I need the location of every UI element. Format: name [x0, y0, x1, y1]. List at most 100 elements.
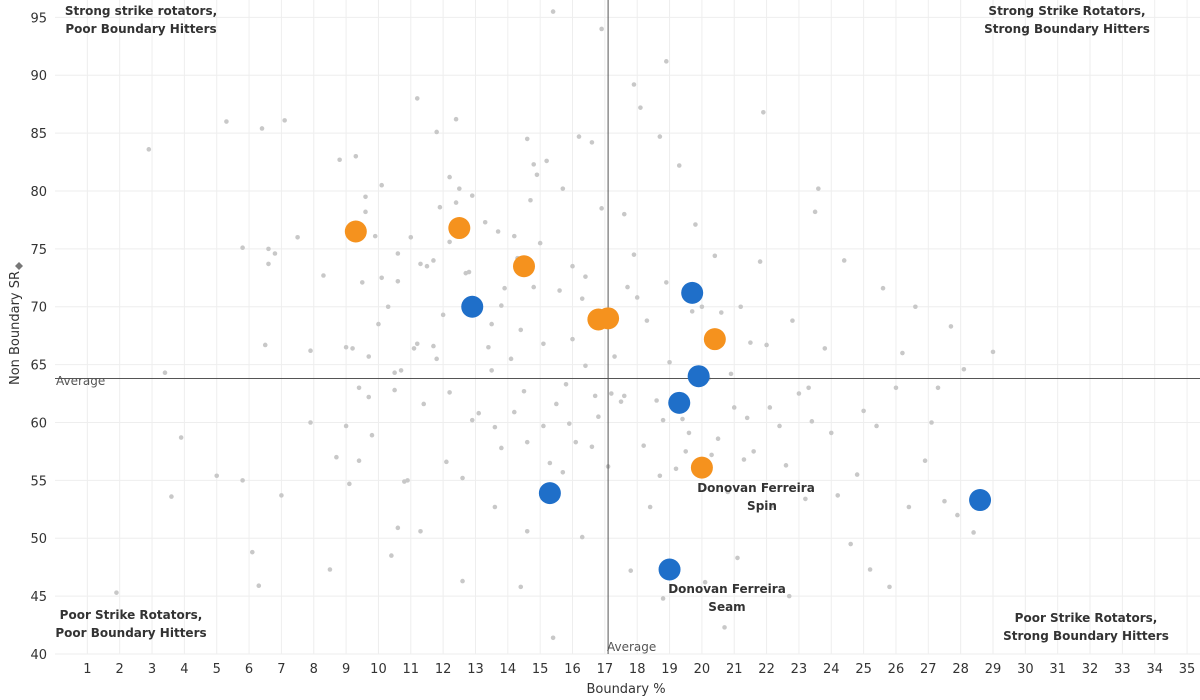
y-axis-title: Non Boundary SR — [8, 271, 23, 385]
background-point — [634, 295, 640, 300]
seam-point[interactable] — [687, 365, 710, 388]
background-point — [541, 423, 546, 429]
background-point — [786, 593, 792, 599]
background-point — [395, 525, 401, 531]
background-point — [654, 398, 659, 403]
background-point — [709, 452, 714, 458]
background-point — [431, 258, 436, 263]
spin-point[interactable] — [448, 217, 471, 240]
seam-point[interactable] — [461, 295, 484, 318]
background-point — [699, 304, 705, 310]
background-point — [599, 26, 604, 32]
background-point — [502, 285, 507, 291]
y-tick-label: 70 — [30, 301, 47, 316]
background-point — [414, 96, 420, 101]
background-point — [880, 285, 886, 291]
background-point — [169, 494, 174, 499]
background-point — [544, 158, 549, 164]
y-tick-label: 80 — [30, 185, 47, 200]
quadrant-label-bottom-right-line2: Strong Boundary Hitters — [1003, 629, 1169, 643]
spin-point[interactable] — [703, 328, 726, 351]
background-point — [631, 82, 637, 87]
background-point — [935, 385, 941, 391]
spin-point[interactable] — [597, 307, 620, 330]
x-tick-label: 16 — [564, 662, 581, 677]
background-point — [812, 209, 818, 215]
background-point — [806, 385, 811, 391]
background-point — [783, 463, 789, 468]
background-point — [178, 435, 184, 440]
background-point — [392, 370, 397, 376]
annotation-seam-name: Donovan Ferreira — [668, 582, 786, 596]
background-point — [848, 541, 853, 547]
background-point — [489, 321, 494, 327]
background-point — [356, 458, 362, 463]
background-point — [457, 186, 462, 191]
background-point — [777, 423, 782, 429]
sort-icon[interactable] — [15, 262, 23, 270]
background-point — [447, 239, 452, 245]
tick-labels: 1 2 3 4 5 6 7 8 9 10 11 12 13 14 15 16 17 18 19 20 21 22 23 24 2… — [30, 11, 1195, 677]
background-point — [476, 410, 482, 416]
x-tick-label: 28 — [952, 662, 969, 677]
background-point — [560, 186, 566, 191]
background-point — [453, 116, 459, 122]
background-point — [874, 423, 879, 429]
background-point — [524, 136, 530, 142]
background-point — [647, 504, 653, 510]
spin-point[interactable] — [344, 220, 367, 243]
seam-point[interactable] — [668, 391, 691, 414]
background-point — [353, 153, 359, 159]
x-tick-label: 10 — [370, 662, 387, 677]
background-point — [631, 252, 637, 257]
background-point — [913, 304, 918, 310]
background-point — [518, 584, 524, 590]
seam-point[interactable] — [681, 281, 704, 304]
seam-point[interactable] — [658, 558, 681, 581]
spin-point[interactable] — [690, 456, 713, 479]
background-point — [770, 503, 776, 509]
background-point — [741, 457, 747, 462]
background-point — [321, 273, 326, 278]
background-point — [693, 222, 698, 227]
background-point — [447, 174, 452, 180]
x-tick-label: 5 — [213, 662, 221, 677]
x-tick-label: 7 — [277, 662, 285, 677]
x-tick-label: 1 — [83, 662, 91, 677]
x-tick-label: 4 — [180, 662, 188, 677]
background-point — [279, 493, 284, 498]
spin-point[interactable] — [512, 255, 535, 278]
background-point — [114, 590, 119, 595]
background-point — [570, 336, 575, 342]
background-point — [583, 363, 588, 369]
background-point — [686, 430, 692, 436]
x-tick-label: 6 — [245, 662, 253, 677]
background-point — [900, 350, 905, 356]
background-point — [308, 348, 313, 354]
background-point — [761, 109, 766, 115]
background-point — [389, 553, 394, 558]
seam-point[interactable] — [538, 482, 561, 505]
background-point — [625, 284, 630, 290]
highlighted-points — [344, 217, 992, 581]
background-point — [524, 439, 530, 445]
background-point — [541, 341, 546, 347]
background-point — [434, 129, 439, 135]
background-point — [712, 253, 718, 259]
background-point — [664, 59, 669, 64]
background-point — [660, 596, 666, 601]
x-tick-label: 22 — [758, 662, 775, 677]
background-point — [667, 360, 672, 365]
x-tick-label: 21 — [726, 662, 743, 677]
background-point — [596, 414, 601, 420]
background-point — [576, 134, 582, 139]
background-point — [376, 321, 381, 327]
seam-point[interactable] — [969, 489, 992, 512]
background-point — [680, 416, 685, 422]
background-point — [722, 625, 727, 630]
background-point — [224, 119, 229, 124]
x-tick-label: 12 — [435, 662, 452, 677]
x-tick-label: 14 — [500, 662, 517, 677]
background-point — [460, 475, 465, 481]
